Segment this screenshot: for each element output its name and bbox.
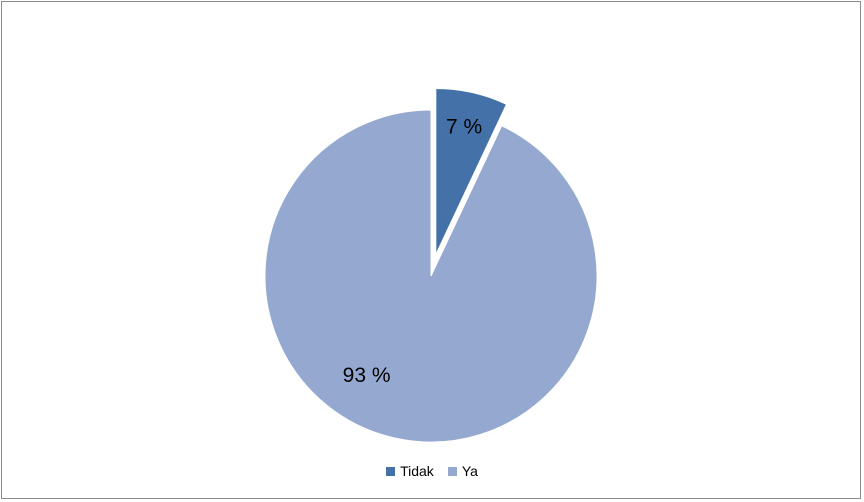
data-label-tidak: 7 %: [446, 116, 482, 139]
legend-label-tidak: Tidak: [400, 463, 434, 479]
legend: Tidak Ya: [0, 463, 864, 479]
pie-slice-ya: [264, 109, 598, 443]
legend-label-ya: Ya: [461, 463, 478, 479]
legend-swatch-ya: [447, 466, 457, 476]
legend-item-ya: Ya: [447, 463, 478, 479]
pie-slice-tidak: [435, 88, 508, 255]
data-label-ya: 93 %: [343, 364, 391, 387]
legend-swatch-tidak: [386, 466, 396, 476]
legend-item-tidak: Tidak: [386, 463, 434, 479]
